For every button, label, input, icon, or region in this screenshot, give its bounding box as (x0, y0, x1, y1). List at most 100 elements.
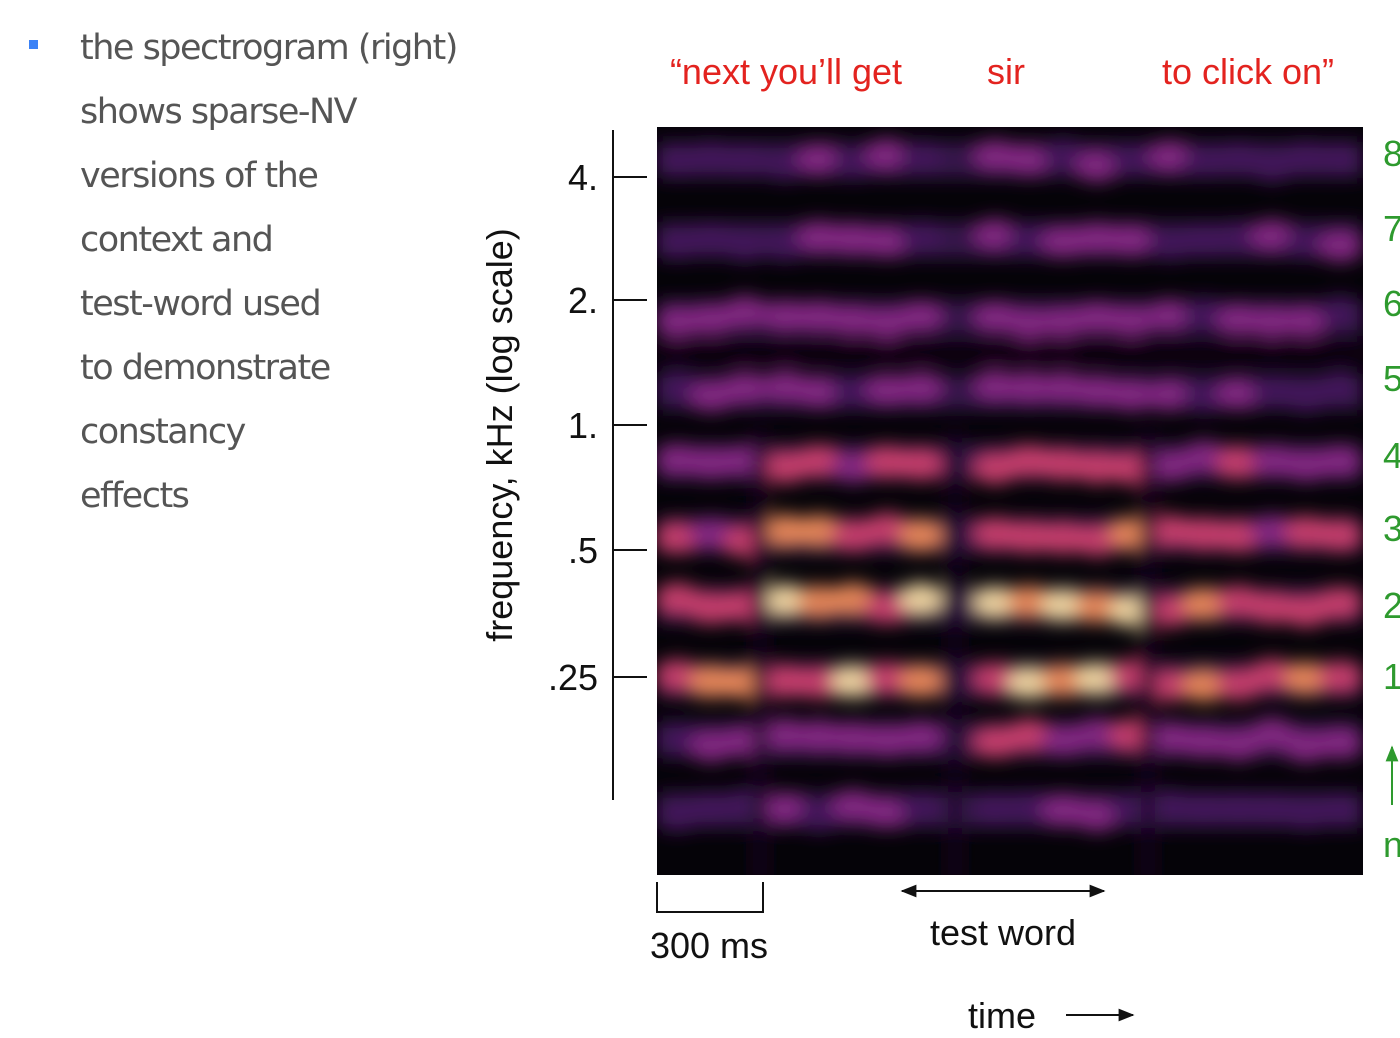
energy-blob (1041, 307, 1085, 340)
bullet-line: effects (80, 476, 189, 516)
energy-blob (797, 220, 841, 253)
energy-blob (1109, 379, 1153, 412)
energy-blob (763, 300, 807, 333)
y-tick-label: .5 (568, 530, 598, 571)
energy-blob (1148, 669, 1192, 702)
energy-blob (657, 582, 699, 615)
energy-blob (1041, 794, 1085, 827)
energy-blob (973, 517, 1017, 550)
energy-blob (1216, 140, 1260, 173)
spectrogram-energy (657, 137, 1363, 875)
energy-blob (1041, 522, 1085, 555)
energy-blob (973, 726, 1017, 759)
energy-blob (1216, 669, 1260, 702)
channel-label: 4 (1383, 435, 1400, 476)
y-tick-label: 4. (568, 157, 598, 198)
energy-blob (899, 448, 943, 481)
channel-label: 5 (1383, 358, 1400, 399)
energy-blob (689, 140, 733, 173)
energy-blob (1075, 150, 1119, 183)
bullet-line: test-word used (80, 284, 320, 324)
energy-blob (1216, 729, 1260, 762)
energy-blob (973, 218, 1017, 251)
energy-blob (1007, 790, 1051, 823)
energy-blob (1041, 664, 1085, 697)
energy-blob (1182, 440, 1226, 473)
energy-blob (1250, 514, 1294, 547)
energy-blob (1250, 150, 1294, 183)
energy-blob (1284, 515, 1328, 548)
energy-blob (1284, 661, 1328, 694)
energy-blob (1075, 301, 1119, 334)
bullet-line: context and (80, 220, 272, 260)
energy-blob (865, 373, 909, 406)
energy-blob (1182, 669, 1226, 702)
bullet-marker (29, 40, 38, 49)
energy-blob (1148, 298, 1192, 331)
energy-blob (797, 514, 841, 547)
test-word-label: test word (930, 912, 1076, 953)
energy-blob (797, 444, 841, 477)
energy-blob (1075, 221, 1119, 254)
y-ticks: 4. 2. 1. .5 .25 (548, 157, 647, 698)
energy-blob (831, 721, 875, 754)
energy-blob (1007, 585, 1051, 618)
energy-blob (1216, 304, 1260, 337)
energy-blob (1041, 588, 1085, 621)
energy-blob (1216, 220, 1260, 253)
energy-blob (865, 796, 909, 829)
scale-bar-label: 300 ms (650, 925, 768, 966)
energy-blob (657, 227, 699, 260)
bullet-line: constancy (80, 412, 246, 452)
energy-blob (1250, 792, 1294, 825)
channel-labels: 8 7 6 5 4 3 2 1 n (1383, 133, 1400, 865)
energy-blob (763, 583, 807, 616)
energy-blob (1148, 721, 1192, 754)
channel-label: 3 (1383, 508, 1400, 549)
energy-blob (689, 730, 733, 763)
energy-blob (763, 717, 807, 750)
bullet-line: the spectrogram (right) (80, 28, 457, 68)
energy-blob (689, 665, 733, 698)
energy-blob (657, 307, 699, 340)
energy-blob (899, 300, 943, 333)
energy-blob (973, 301, 1017, 334)
bullet-text: the spectrogram (right) shows sparse-NV ve… (80, 28, 458, 516)
energy-blob (865, 724, 909, 757)
energy-blob (763, 514, 807, 547)
energy-blob (1007, 143, 1051, 176)
bullet-line: shows sparse-NV (80, 92, 358, 132)
energy-blob (1284, 227, 1328, 260)
energy-blob (1250, 444, 1294, 477)
energy-blob (1109, 223, 1153, 256)
energy-blob (763, 451, 807, 484)
energy-blob (973, 791, 1017, 824)
energy-blob (1318, 141, 1362, 174)
energy-blob (763, 792, 807, 825)
energy-blob (657, 522, 699, 555)
energy-blob (1216, 584, 1260, 617)
energy-blob (1250, 592, 1294, 625)
energy-blob (1318, 519, 1362, 552)
energy-blob (657, 369, 699, 402)
energy-blob (1250, 307, 1294, 340)
energy-blob (1148, 450, 1192, 483)
gap (947, 430, 963, 875)
energy-blob (973, 139, 1017, 172)
energy-blob (1075, 717, 1119, 750)
energy-blob (797, 300, 841, 333)
energy-blob (899, 720, 943, 753)
energy-blob (899, 519, 943, 552)
energy-blob (1182, 587, 1226, 620)
energy-blob (1041, 226, 1085, 259)
energy-blob (1007, 308, 1051, 341)
channel-label: 2 (1383, 585, 1400, 626)
y-tick-label: .25 (548, 657, 598, 698)
energy-blob (899, 220, 943, 253)
energy-blob (1318, 445, 1362, 478)
energy-blob (865, 308, 909, 341)
energy-blob (1318, 794, 1362, 827)
energy-blob (1075, 451, 1119, 484)
energy-blob (1007, 444, 1051, 477)
